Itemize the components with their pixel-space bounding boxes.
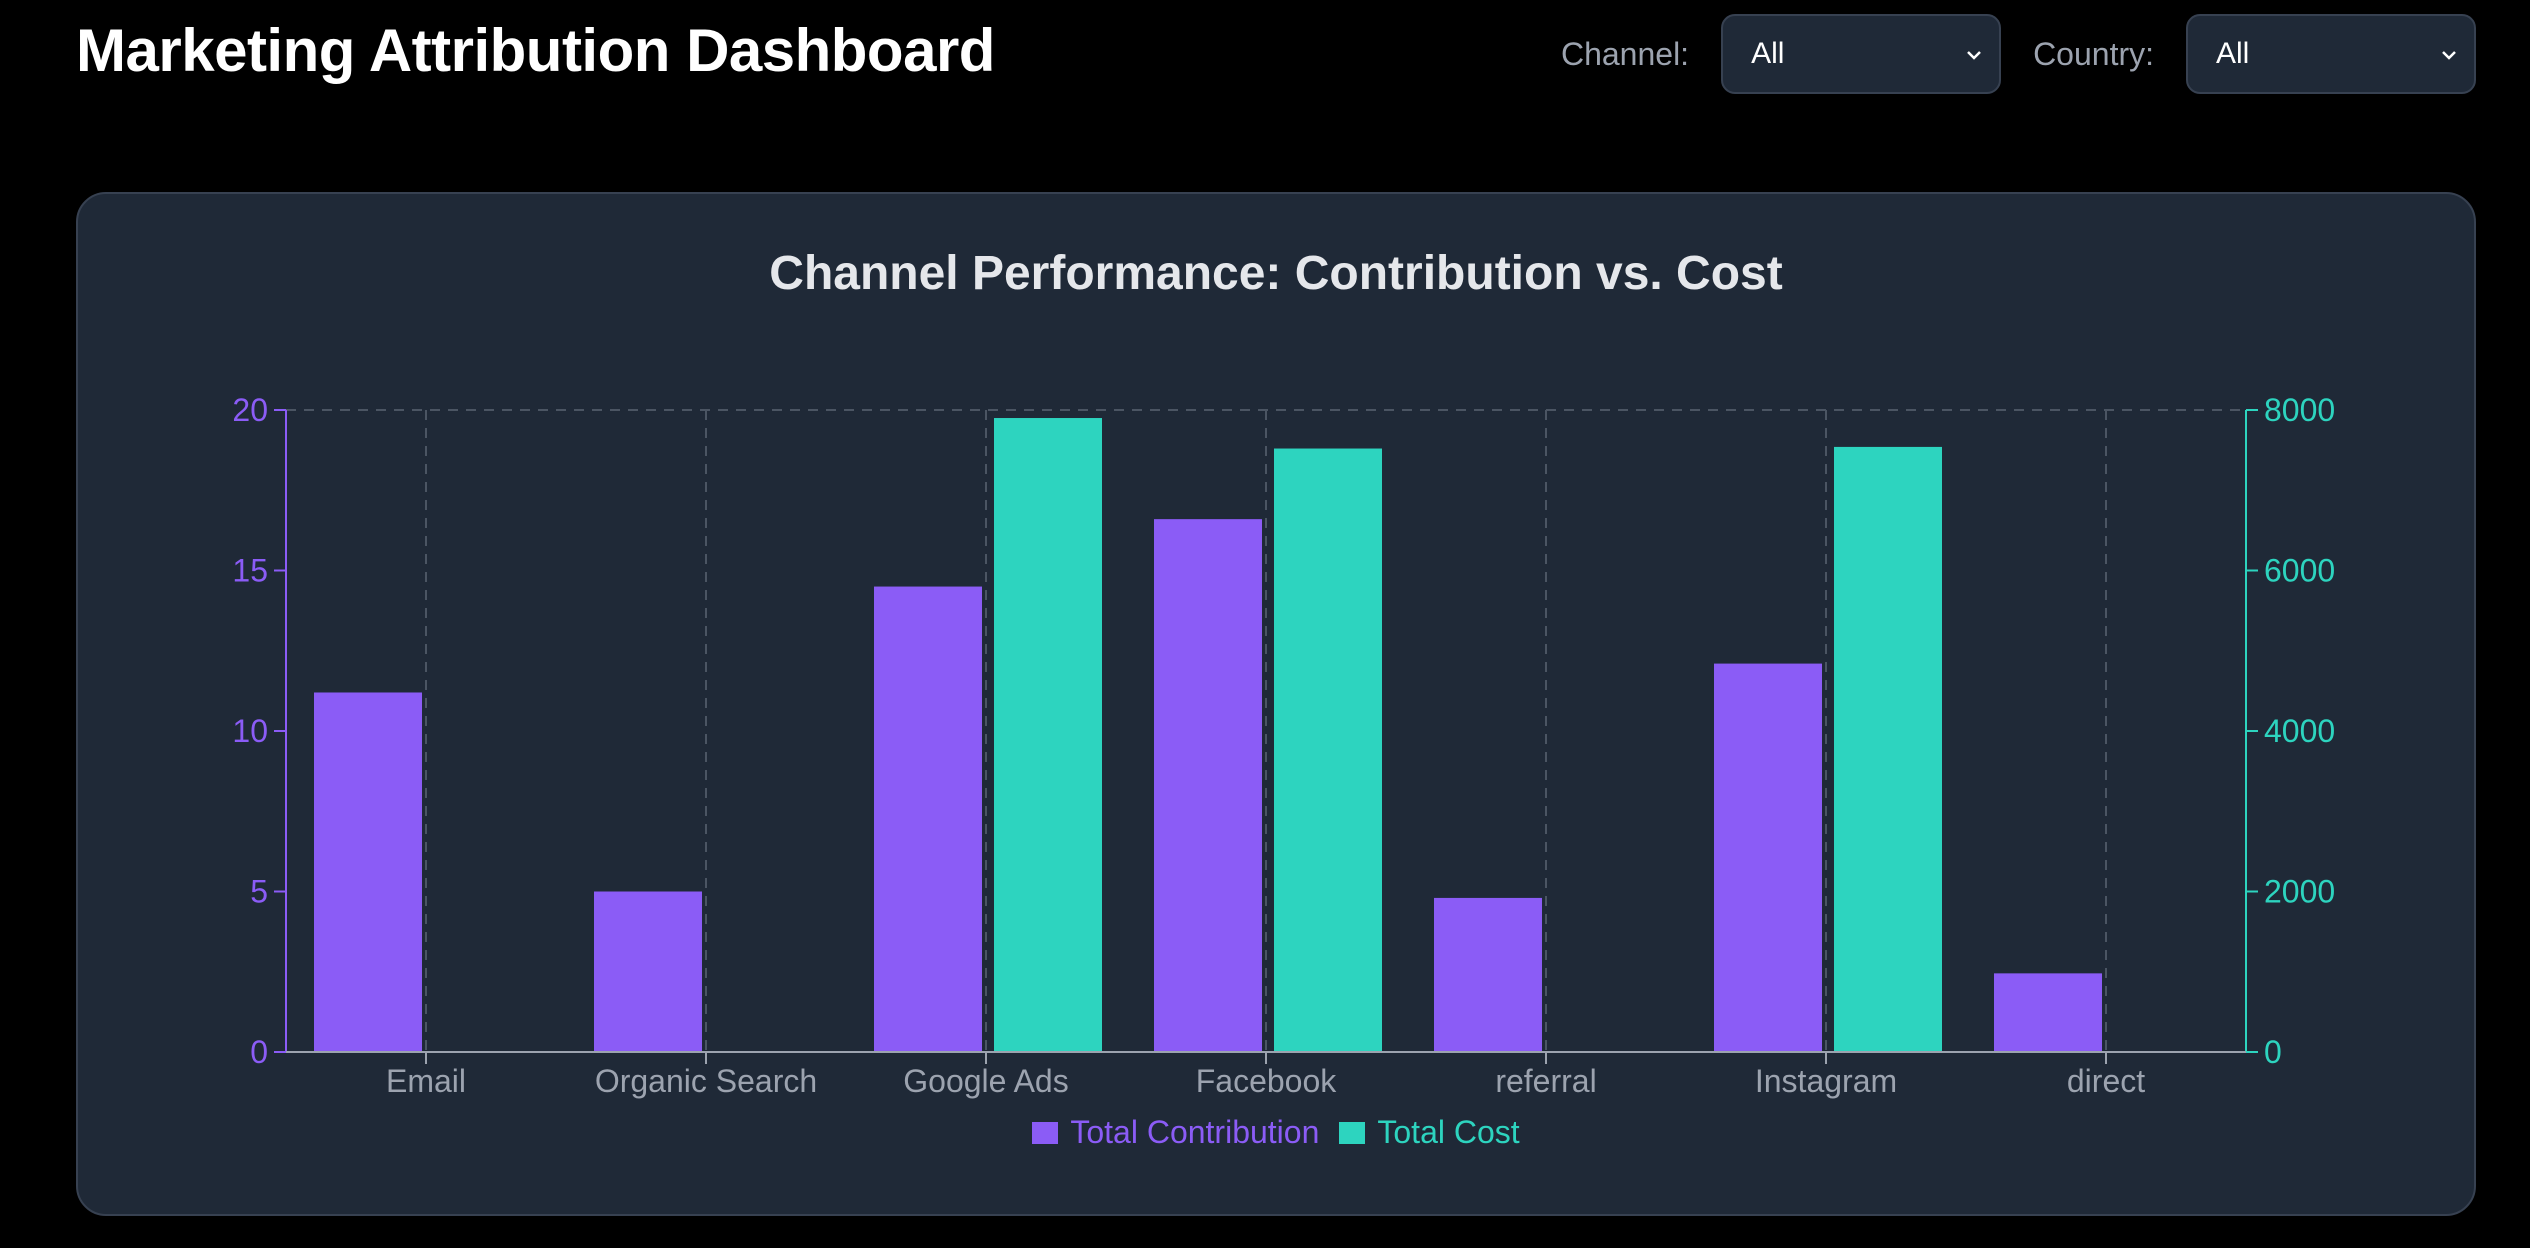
- bar-contribution: [1154, 519, 1262, 1052]
- legend-label-cost: Total Cost: [1377, 1114, 1520, 1150]
- y-left-tick-label: 10: [232, 713, 268, 749]
- bar-contribution: [874, 586, 982, 1052]
- bar-chart: 0 5 10 15 20 0 2000 4000 6000 8000 Email Organic Se…: [232, 392, 2335, 1099]
- legend-item-contribution[interactable]: Total Contribution: [1032, 1114, 1319, 1151]
- legend-label-contribution: Total Contribution: [1070, 1114, 1320, 1150]
- bar-cost: [1274, 448, 1382, 1052]
- bar-contribution: [1994, 973, 2102, 1052]
- bar-contribution: [314, 692, 422, 1052]
- y-right-tick-label: 0: [2264, 1034, 2282, 1070]
- channel-select[interactable]: All: [1721, 14, 2002, 94]
- bar-contribution: [1434, 897, 1542, 1052]
- legend-swatch-contribution: [1032, 1121, 1059, 1144]
- chevron-down-icon: [1967, 51, 1981, 60]
- channel-select-value: All: [1751, 37, 1785, 70]
- y-right-tick-label: 8000: [2264, 392, 2335, 428]
- chart-title: Channel Performance: Contribution vs. Co…: [769, 247, 1783, 300]
- country-select-value: All: [2216, 37, 2250, 70]
- x-tick-label: Email: [386, 1063, 466, 1099]
- y-left-tick-label: 5: [250, 874, 268, 910]
- y-right-tick-label: 4000: [2264, 713, 2335, 749]
- bar-contribution: [594, 891, 702, 1052]
- bar-contribution: [1714, 663, 1822, 1052]
- x-tick-label: Google Ads: [903, 1063, 1068, 1099]
- country-select[interactable]: All: [2186, 14, 2476, 94]
- bar-cost: [994, 418, 1102, 1052]
- y-right-tick-label: 2000: [2264, 874, 2335, 910]
- chart-card: Channel Performance: Contribution vs. Co…: [76, 192, 2476, 1216]
- y-right-tick-label: 6000: [2264, 553, 2335, 589]
- chevron-down-icon: [2442, 51, 2456, 60]
- x-tick-label: Instagram: [1755, 1063, 1897, 1099]
- x-tick-label: Facebook: [1196, 1063, 1338, 1099]
- y-left-tick-label: 15: [232, 553, 268, 589]
- header: Marketing Attribution Dashboard Channel:…: [76, 0, 2476, 110]
- bar-cost: [1834, 446, 1942, 1052]
- country-filter-label: Country:: [2033, 35, 2154, 72]
- y-left-tick-label: 0: [250, 1034, 268, 1070]
- legend: Total Contribution Total Cost: [78, 1114, 2474, 1151]
- filters: Channel: All Country: All: [1561, 14, 2476, 94]
- x-tick-label: direct: [2067, 1063, 2145, 1099]
- channel-filter-label: Channel:: [1560, 35, 1690, 72]
- x-tick-label: referral: [1495, 1063, 1596, 1099]
- y-left-tick-label: 20: [232, 392, 268, 428]
- page-title: Marketing Attribution Dashboard: [76, 17, 995, 84]
- legend-item-cost[interactable]: Total Cost: [1339, 1114, 1520, 1151]
- x-tick-label: Organic Search: [595, 1063, 817, 1099]
- legend-swatch-cost: [1339, 1121, 1366, 1144]
